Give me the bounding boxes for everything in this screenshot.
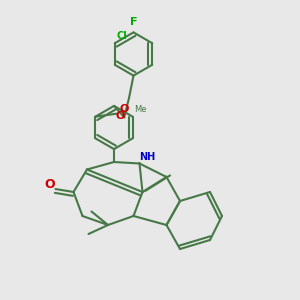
Text: F: F <box>130 17 137 27</box>
Text: O: O <box>44 178 55 190</box>
Text: Cl: Cl <box>117 31 128 41</box>
Text: NH: NH <box>139 152 155 163</box>
Text: Me: Me <box>134 105 147 114</box>
Text: O: O <box>119 104 128 114</box>
Text: O: O <box>115 111 125 121</box>
